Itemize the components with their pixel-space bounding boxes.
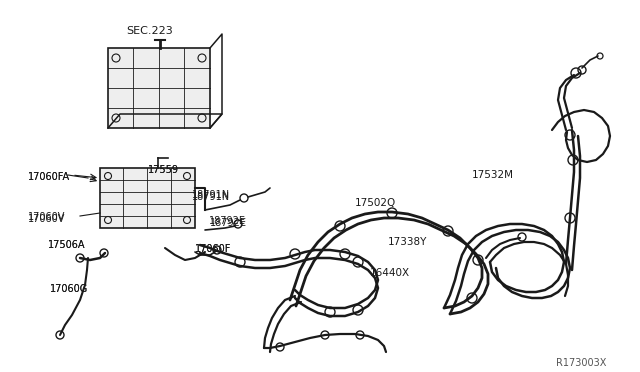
Text: 17559: 17559 [148, 165, 179, 175]
Bar [108, 48, 210, 128]
Text: 17060FA: 17060FA [28, 172, 70, 182]
Text: 17338Y: 17338Y [388, 237, 428, 247]
Text: 17060V: 17060V [28, 212, 65, 222]
Text: R173003X: R173003X [556, 358, 606, 368]
Bar [100, 168, 195, 228]
Text: 18792E: 18792E [209, 216, 246, 226]
Text: 18791N: 18791N [192, 190, 230, 200]
Text: 17559: 17559 [148, 165, 179, 175]
Text: 17060G: 17060G [50, 284, 88, 294]
Text: 17060F: 17060F [195, 244, 232, 254]
Text: 17506A: 17506A [48, 240, 86, 250]
Text: 17060FA: 17060FA [28, 172, 70, 182]
Text: 17502Q: 17502Q [355, 198, 396, 208]
Text: 17060G: 17060G [50, 284, 88, 294]
Text: SEC.223: SEC.223 [127, 26, 173, 36]
Text: 18792E: 18792E [210, 218, 247, 228]
Text: 16440X: 16440X [370, 268, 410, 278]
Text: 17506A: 17506A [48, 240, 86, 250]
Text: 18791N: 18791N [192, 192, 230, 202]
Text: 17060F: 17060F [195, 244, 232, 254]
Text: 17532M: 17532M [472, 170, 514, 180]
Text: 17060V: 17060V [28, 214, 65, 224]
